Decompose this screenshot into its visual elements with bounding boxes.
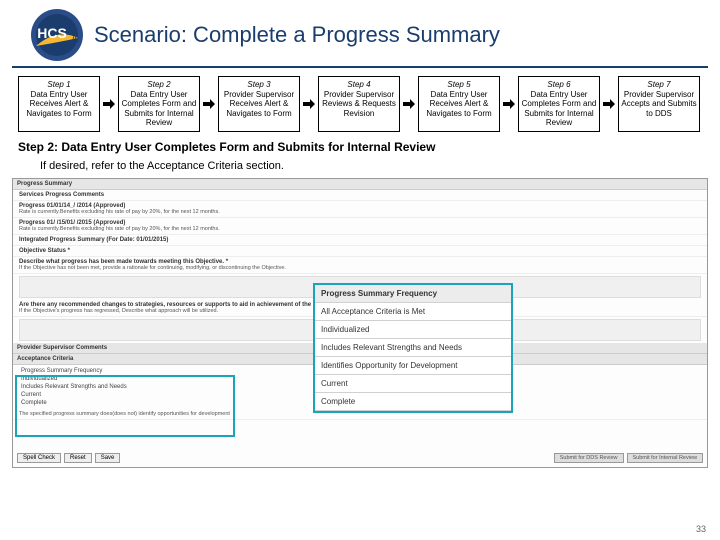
- acceptance-criteria-popup: Progress Summary Frequency All Acceptanc…: [313, 283, 513, 413]
- current-step-heading: Step 2: Data Entry User Completes Form a…: [0, 138, 720, 158]
- popup-item: All Acceptance Criteria is Met: [315, 303, 511, 321]
- reset-button[interactable]: Reset: [64, 453, 92, 463]
- submit-dds-button[interactable]: Submit for DDS Review: [554, 453, 624, 463]
- spell-check-button[interactable]: Spell Check: [17, 453, 61, 463]
- hcsis-logo: HCS is: [30, 8, 84, 62]
- svg-text:is: is: [72, 34, 79, 45]
- save-button[interactable]: Save: [95, 453, 121, 463]
- form-title: Progress Summary: [13, 179, 707, 190]
- arrow-icon: [602, 76, 616, 132]
- step-box-5: Step 5Data Entry User Receives Alert & N…: [418, 76, 500, 132]
- popup-item: Complete: [315, 393, 511, 411]
- arrow-icon: [502, 76, 516, 132]
- form-section-sub: If the Objective has not been met, provi…: [19, 265, 701, 271]
- form-buttons-right: Submit for DDS Review Submit for Interna…: [554, 453, 703, 463]
- popup-item: Individualized: [315, 321, 511, 339]
- highlight-box: [15, 375, 235, 437]
- step-box-1: Step 1Data Entry User Receives Alert & N…: [18, 76, 100, 132]
- arrow-icon: [402, 76, 416, 132]
- step-box-4: Step 4Provider Supervisor Reviews & Requ…: [318, 76, 400, 132]
- form-buttons-left: Spell Check Reset Save: [17, 453, 120, 463]
- step-box-2: Step 2Data Entry User Completes Form and…: [118, 76, 200, 132]
- popup-header: Progress Summary Frequency: [315, 285, 511, 303]
- instruction-text: If desired, refer to the Acceptance Crit…: [0, 158, 720, 178]
- form-section-label: Objective Status *: [19, 248, 701, 254]
- form-section-label: Services Progress Comments: [19, 192, 701, 198]
- form-section-label: Integrated Progress Summary (For Date: 0…: [19, 237, 701, 243]
- step-box-6: Step 6Data Entry User Completes Form and…: [518, 76, 600, 132]
- svg-text:HCS: HCS: [37, 25, 67, 41]
- slide-title: Scenario: Complete a Progress Summary: [94, 22, 500, 48]
- popup-item: Includes Relevant Strengths and Needs: [315, 339, 511, 357]
- arrow-icon: [302, 76, 316, 132]
- slide-header: HCS is Scenario: Complete a Progress Sum…: [12, 0, 708, 68]
- form-section-sub: Rate is currently.Benefits excluding his…: [19, 226, 701, 232]
- arrow-icon: [102, 76, 116, 132]
- workflow-steps-row: Step 1Data Entry User Receives Alert & N…: [0, 68, 720, 138]
- page-number: 33: [696, 524, 706, 534]
- step-box-7: Step 7Provider Supervisor Accepts and Su…: [618, 76, 700, 132]
- step-box-3: Step 3Provider Supervisor Receives Alert…: [218, 76, 300, 132]
- popup-item: Identifies Opportunity for Development: [315, 357, 511, 375]
- form-section-sub: Rate is currently.Benefits excluding his…: [19, 209, 701, 215]
- form-screenshot: Progress Summary Services Progress Comme…: [12, 178, 708, 468]
- popup-item: Current: [315, 375, 511, 393]
- arrow-icon: [202, 76, 216, 132]
- submit-internal-button[interactable]: Submit for Internal Review: [627, 453, 704, 463]
